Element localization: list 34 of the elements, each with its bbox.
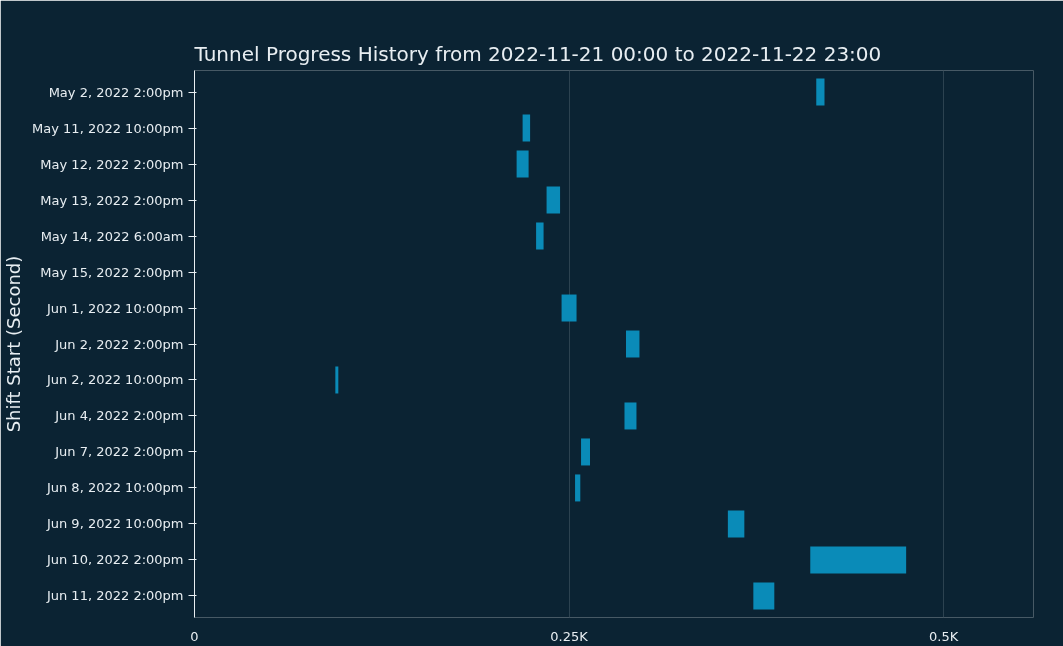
- y-tick-label: May 11, 2022 10:00pm: [32, 120, 184, 136]
- bar: [575, 474, 581, 502]
- bar: [624, 402, 637, 430]
- bar: [561, 294, 577, 322]
- x-tick-label: 0.5K: [929, 628, 959, 644]
- chart-title: Tunnel Progress History from 2022-11-21 00:00 to 2022-11-22 23:00: [193, 41, 882, 66]
- bar: [581, 438, 591, 466]
- y-tick-label: Jun 7, 2022 2:00pm: [54, 444, 184, 460]
- y-tick-label: May 2, 2022 2:00pm: [48, 84, 184, 100]
- y-tick-label: May 14, 2022 6:00am: [40, 228, 184, 244]
- x-tick-label: 0.25K: [550, 628, 589, 644]
- bar: [536, 222, 544, 250]
- bar: [546, 186, 561, 214]
- bar: [516, 150, 529, 178]
- y-tick-label: Jun 2, 2022 10:00pm: [45, 372, 184, 388]
- y-axis-title: Shift Start (Second): [3, 255, 25, 433]
- y-tick-label: May 15, 2022 2:00pm: [40, 264, 184, 280]
- bar: [810, 546, 907, 574]
- y-tick-label: Jun 1, 2022 10:00pm: [45, 300, 184, 316]
- y-tick-label: Jun 4, 2022 2:00pm: [54, 408, 184, 424]
- y-tick-label: Jun 11, 2022 2:00pm: [45, 588, 184, 604]
- bar: [335, 366, 339, 394]
- y-tick-label: Jun 9, 2022 10:00pm: [45, 516, 184, 532]
- bar: [625, 330, 640, 358]
- bar: [816, 78, 825, 106]
- bar: [522, 114, 531, 142]
- y-tick-label: Jun 8, 2022 10:00pm: [45, 480, 184, 496]
- x-tick-label: 0: [190, 628, 199, 644]
- y-tick-label: May 13, 2022 2:00pm: [40, 192, 184, 208]
- y-tick-label: Jun 10, 2022 2:00pm: [45, 552, 184, 568]
- y-tick-label: May 12, 2022 2:00pm: [40, 156, 184, 172]
- bar: [753, 582, 775, 610]
- bar: [727, 510, 745, 538]
- y-tick-label: Jun 2, 2022 2:00pm: [54, 336, 184, 352]
